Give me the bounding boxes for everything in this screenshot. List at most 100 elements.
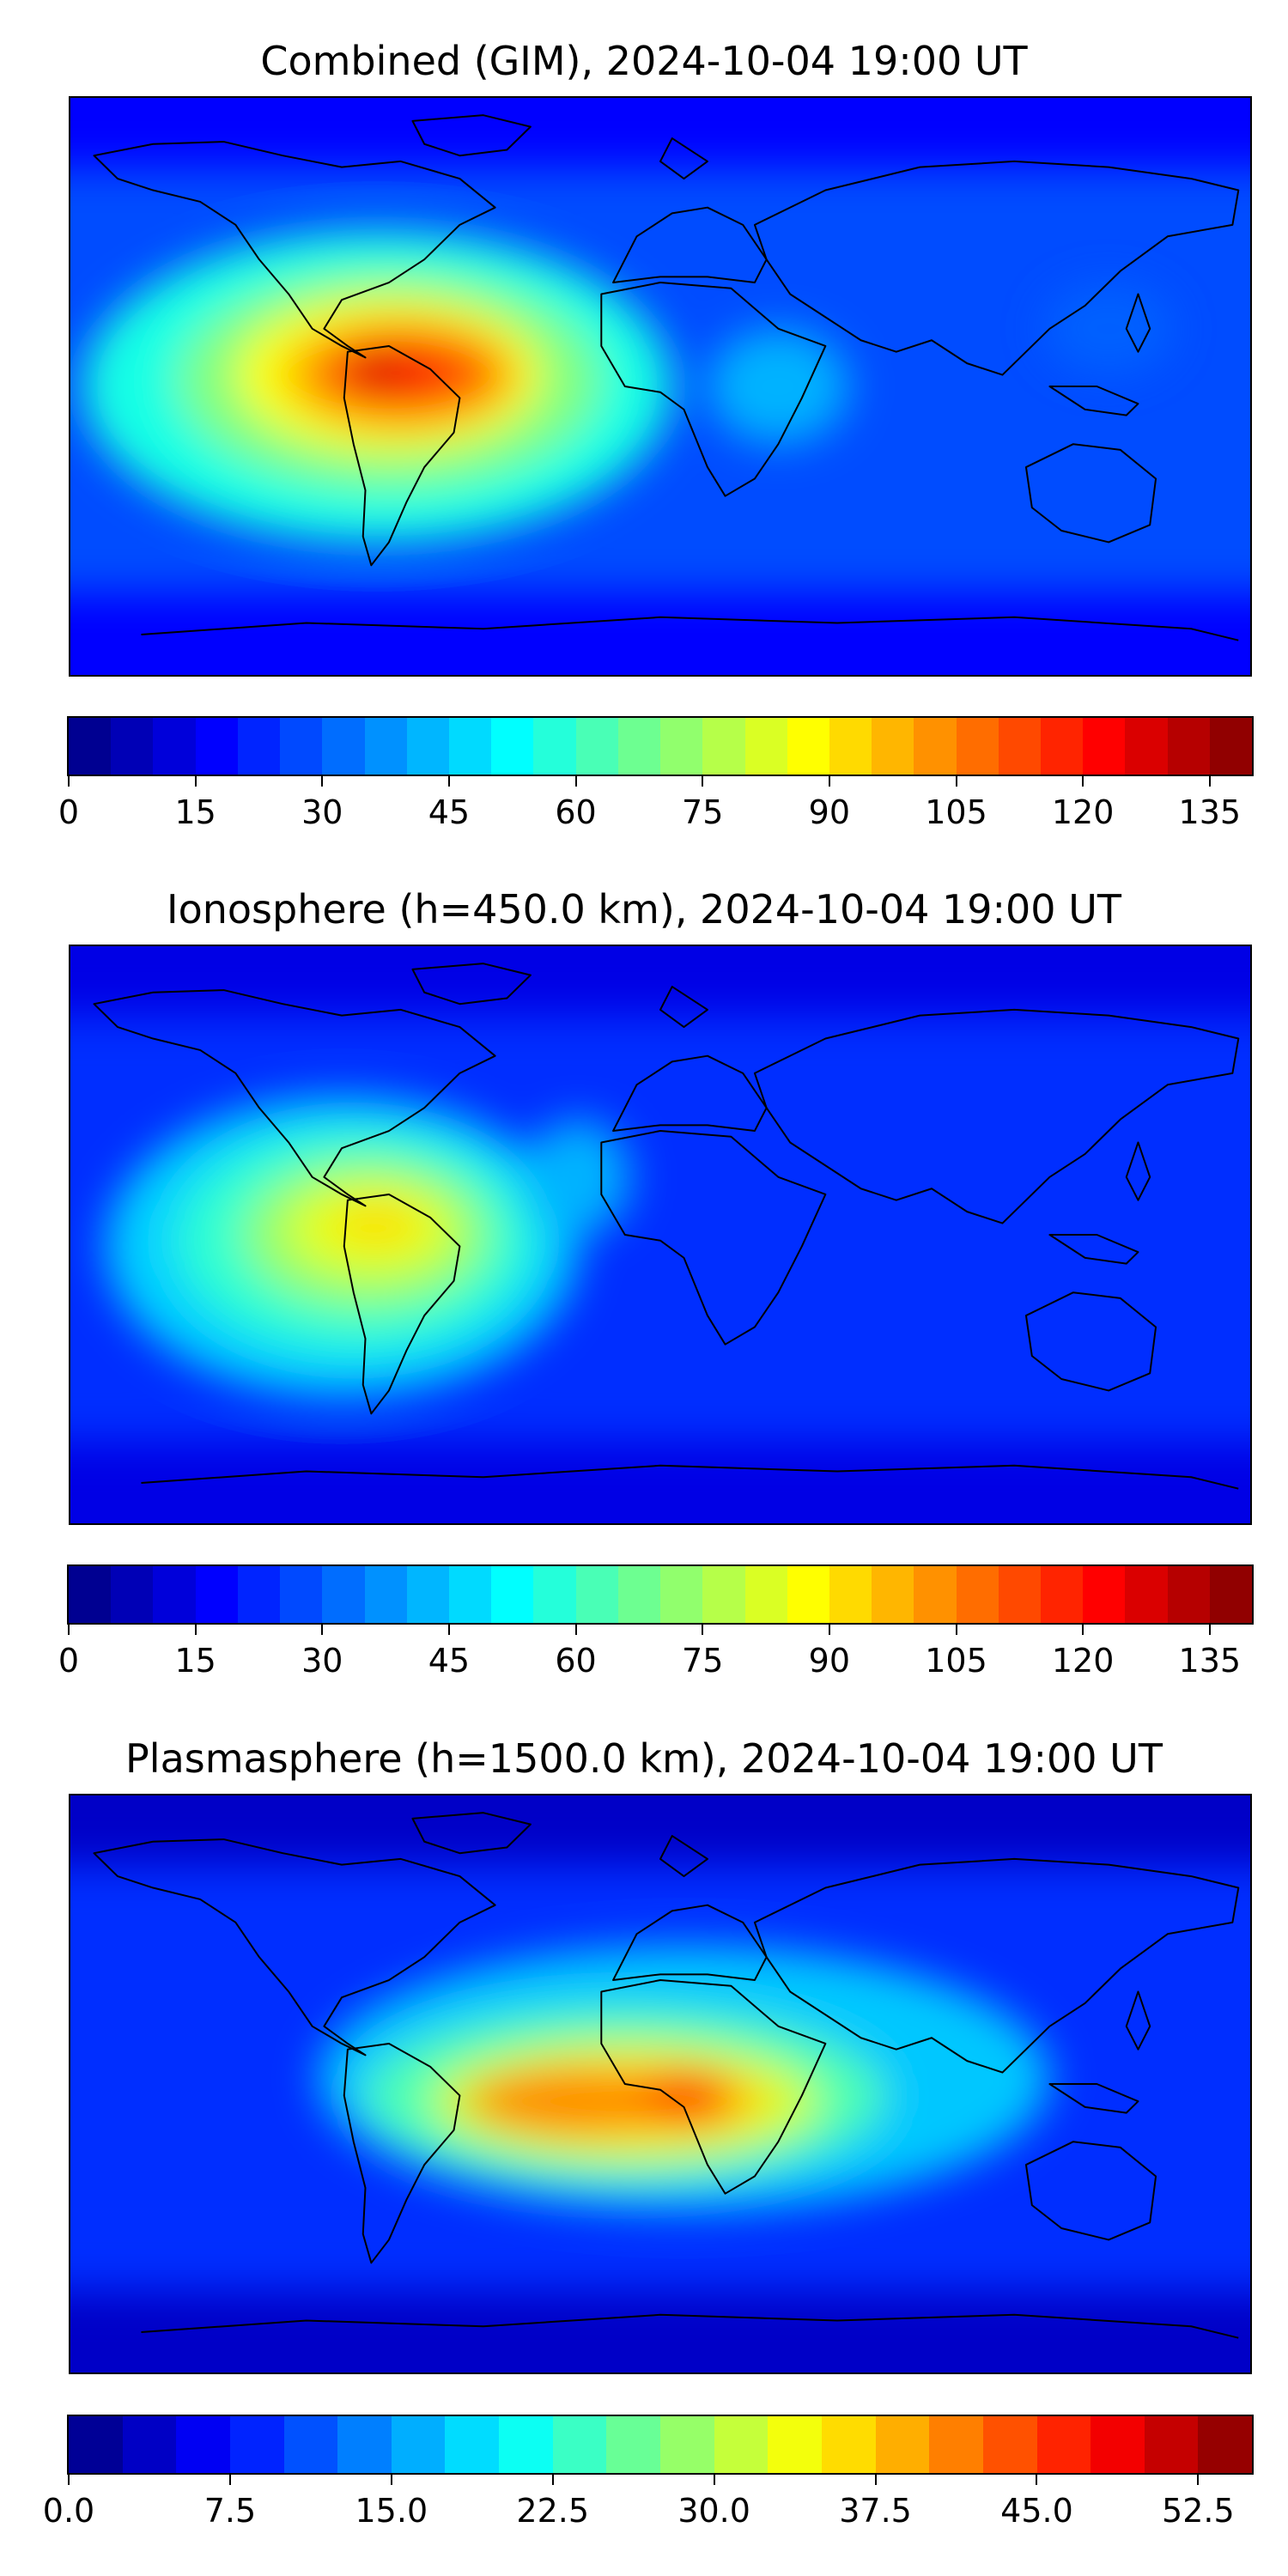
colorbar-segment: [491, 1566, 534, 1623]
colorbar-segment: [1167, 1566, 1210, 1623]
tick-label: 37.5: [839, 2492, 912, 2530]
tick-label: 75: [682, 793, 724, 831]
colorbar-segment: [872, 718, 914, 775]
colorbar-segment: [872, 1566, 914, 1623]
tick-mark: [1082, 776, 1084, 787]
colorbar-segment: [929, 2416, 983, 2473]
coastline: [660, 138, 708, 179]
tick-label: 30: [301, 1642, 343, 1680]
tick-label: 120: [1051, 1642, 1115, 1680]
colorbar-segment: [283, 2416, 338, 2473]
colorbar-segment: [1083, 718, 1126, 775]
tick-mark: [713, 2475, 715, 2485]
coastline: [344, 2044, 460, 2263]
tick-mark: [447, 1625, 450, 1635]
tick-mark: [551, 2475, 554, 2485]
polar-band: [70, 593, 1250, 675]
colorbar-segment: [821, 2416, 876, 2473]
tick-mark: [702, 776, 704, 787]
colorbar-segment: [195, 1566, 238, 1623]
tick-mark: [321, 1625, 324, 1635]
colorbar-segment: [956, 1566, 999, 1623]
colorbar-segment: [829, 1566, 872, 1623]
colorbar-segment: [533, 718, 576, 775]
colorbar-segment: [575, 718, 618, 775]
colorbar-segment: [322, 1566, 365, 1623]
colorbar-segment: [445, 2416, 500, 2473]
tick-label: 75: [682, 1642, 724, 1680]
coastlines: [94, 1813, 1238, 2338]
coastline: [1049, 2084, 1138, 2113]
tick-label: 0: [58, 793, 80, 831]
colorbar-segment: [875, 2416, 930, 2473]
colorbar-segment: [702, 1566, 745, 1623]
map-svg-combined: [70, 98, 1250, 675]
tick-label: 90: [808, 793, 851, 831]
colorbar-segment: [448, 1566, 492, 1623]
polar-band: [70, 1442, 1250, 1523]
colorbar-segment: [69, 2416, 123, 2473]
colorbar-segment: [914, 718, 957, 775]
colorbar-segment: [533, 1566, 576, 1623]
colorbar-segment: [153, 718, 196, 775]
coastline: [344, 346, 460, 565]
coastline: [660, 1836, 708, 1876]
colorbar-segment: [660, 1566, 703, 1623]
tick-mark: [390, 2475, 392, 2485]
tick-label: 105: [925, 1642, 987, 1680]
colorbar-ionosphere: [67, 1564, 1254, 1625]
colorbar-segment: [1125, 718, 1168, 775]
tick-label: 60: [555, 793, 597, 831]
tick-label: 30: [301, 793, 343, 831]
tick-label: 105: [925, 793, 987, 831]
polar-band: [70, 946, 1250, 1016]
panel-title-combined: Combined (GIM), 2024-10-04 19:00 UT: [260, 38, 1028, 84]
colorbar-segment: [280, 1566, 323, 1623]
tick-label: 22.5: [516, 2492, 590, 2530]
tick-mark: [194, 776, 197, 787]
tick-mark: [955, 776, 957, 787]
colorbar-segment: [617, 1566, 661, 1623]
colorbar-segment: [702, 718, 745, 775]
field-contour: [353, 360, 401, 381]
colorbar-segment: [448, 718, 492, 775]
coastline: [755, 1010, 1238, 1224]
colorbar-segment: [998, 1566, 1042, 1623]
coastline: [1049, 1235, 1138, 1264]
tick-label: 90: [808, 1642, 851, 1680]
colorbar-segment: [122, 2416, 177, 2473]
coastline: [1026, 2142, 1156, 2239]
coastline: [601, 1980, 825, 2194]
colorbar-segment: [1167, 718, 1210, 775]
tick-mark: [228, 2475, 231, 2485]
map-plasmasphere: [69, 1794, 1252, 2374]
colorbar-plasmasphere: [67, 2415, 1254, 2475]
tick-mark: [68, 1625, 70, 1635]
tick-mark: [321, 776, 324, 787]
tick-label: 45: [428, 1642, 471, 1680]
colorbar-segment: [195, 718, 238, 775]
coastline: [412, 1813, 530, 1853]
field-contour: [465, 2069, 666, 2134]
coastline: [1026, 1292, 1156, 1390]
colorbar-segment: [606, 2416, 661, 2473]
colorbar-segment: [280, 718, 323, 775]
tick-mark: [1208, 1625, 1211, 1635]
colorbar-segment: [1041, 718, 1084, 775]
tick-label: 45: [428, 793, 471, 831]
tick-label: 0.0: [42, 2492, 95, 2530]
colorbar-segment: [1091, 2416, 1145, 2473]
colorbar-segment: [956, 718, 999, 775]
map-ionosphere: [69, 945, 1252, 1525]
colorbar-segment: [768, 2416, 822, 2473]
coastline: [601, 1131, 825, 1345]
coastline: [1127, 1991, 1150, 2049]
colorbar-segment: [111, 1566, 154, 1623]
field-contour: [336, 1203, 419, 1244]
colorbar-segment: [744, 718, 787, 775]
panel-title-ionosphere: Ionosphere (h=450.0 km), 2024-10-04 19:0…: [167, 886, 1121, 933]
colorbar-segment: [391, 2416, 446, 2473]
field-layer: [70, 1795, 1250, 2372]
colorbar-segment: [982, 2416, 1037, 2473]
coastline: [613, 208, 767, 283]
